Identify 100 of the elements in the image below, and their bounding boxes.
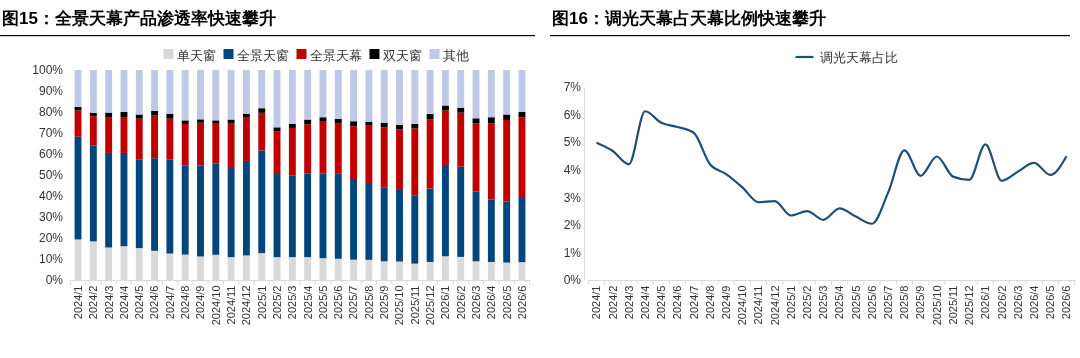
bar bbox=[258, 150, 266, 254]
bar bbox=[135, 118, 143, 160]
y-tick-label: 5% bbox=[563, 135, 582, 150]
bar bbox=[197, 165, 204, 257]
x-tick-label: 2026/3 bbox=[1011, 285, 1024, 320]
x-tick-label: 2026/6 bbox=[1060, 285, 1073, 320]
x-tick-label: 2025/1 bbox=[784, 285, 797, 320]
bar bbox=[319, 117, 327, 122]
x-tick-label: 2025/4 bbox=[301, 285, 314, 320]
bar bbox=[105, 152, 113, 248]
y-tick-label: 100% bbox=[32, 63, 64, 78]
bar bbox=[89, 112, 97, 117]
bar bbox=[304, 173, 312, 258]
bar bbox=[227, 70, 235, 120]
legend-label: 全景天幕 bbox=[309, 48, 362, 63]
bar bbox=[487, 199, 495, 262]
x-tick-label: 2024/10 bbox=[209, 285, 222, 326]
x-tick-label: 2024/6 bbox=[148, 285, 161, 320]
y-tick-label: 70% bbox=[38, 126, 64, 141]
bar bbox=[212, 70, 220, 121]
x-tick-label: 2024/10 bbox=[736, 285, 749, 326]
bar bbox=[350, 126, 358, 179]
bar bbox=[242, 113, 250, 118]
bar bbox=[487, 123, 495, 200]
bar bbox=[380, 122, 388, 128]
x-tick-label: 2026/6 bbox=[515, 285, 528, 320]
x-tick-label: 2024/4 bbox=[638, 285, 651, 320]
bar bbox=[151, 158, 159, 251]
x-tick-label: 2025/5 bbox=[316, 285, 329, 320]
x-tick-label: 2025/9 bbox=[378, 285, 391, 320]
y-tick-label: 7% bbox=[563, 80, 582, 95]
x-tick-label: 2025/3 bbox=[286, 285, 299, 320]
bar bbox=[350, 70, 358, 122]
bar bbox=[380, 187, 388, 262]
y-tick-label: 3% bbox=[563, 190, 582, 205]
bar bbox=[181, 123, 189, 166]
bar bbox=[242, 70, 250, 114]
x-tick-label: 2024/8 bbox=[703, 285, 716, 320]
bar bbox=[242, 160, 250, 256]
bar bbox=[350, 178, 358, 260]
bar bbox=[426, 119, 434, 189]
bar bbox=[181, 70, 189, 121]
bar bbox=[396, 70, 403, 126]
x-tick-label: 2025/12 bbox=[423, 285, 436, 326]
bar bbox=[227, 167, 235, 258]
x-tick-label: 2025/11 bbox=[408, 285, 421, 325]
bar bbox=[258, 112, 266, 151]
x-tick-label: 2024/7 bbox=[687, 285, 700, 320]
x-tick-label: 2024/5 bbox=[655, 285, 668, 320]
x-tick-label: 2026/4 bbox=[485, 285, 498, 320]
bar bbox=[365, 125, 373, 183]
bar bbox=[457, 108, 465, 113]
x-tick-label: 2025/1 bbox=[255, 285, 268, 320]
bar bbox=[181, 120, 189, 124]
bar bbox=[304, 70, 312, 120]
bar bbox=[457, 70, 465, 109]
x-tick-label: 2024/2 bbox=[606, 285, 619, 320]
bar bbox=[441, 105, 449, 111]
bar bbox=[288, 123, 296, 128]
x-tick-label: 2024/9 bbox=[720, 285, 733, 320]
y-tick-label: 40% bbox=[38, 189, 64, 204]
bar bbox=[396, 129, 403, 190]
bar bbox=[227, 122, 235, 168]
bar bbox=[288, 70, 296, 124]
legend-label: 调光天幕占比 bbox=[819, 50, 898, 65]
y-tick-label: 1% bbox=[563, 245, 582, 260]
y-tick-label: 20% bbox=[38, 231, 64, 246]
bar bbox=[135, 70, 143, 115]
legend-label: 其他 bbox=[442, 48, 469, 63]
bar bbox=[365, 121, 373, 126]
x-tick-label: 2024/6 bbox=[671, 285, 684, 320]
x-tick-label: 2026/1 bbox=[979, 285, 992, 320]
bar bbox=[166, 70, 174, 114]
x-tick-label: 2024/5 bbox=[133, 285, 146, 320]
x-tick-label: 2024/1 bbox=[590, 285, 603, 320]
bar bbox=[350, 121, 358, 127]
bar bbox=[181, 165, 189, 255]
chart-title: 图16：调光天幕占天幕比例快速攀升 bbox=[552, 9, 826, 28]
x-tick-label: 2026/1 bbox=[439, 285, 452, 320]
x-tick-label: 2026/3 bbox=[469, 285, 482, 320]
x-tick-label: 2025/7 bbox=[882, 285, 895, 320]
bar bbox=[411, 70, 419, 124]
bar bbox=[74, 106, 82, 111]
bar bbox=[334, 122, 342, 174]
y-tick-label: 50% bbox=[38, 168, 64, 183]
bar bbox=[503, 70, 511, 115]
bar bbox=[457, 112, 465, 167]
bar bbox=[166, 113, 174, 119]
y-tick-label: 6% bbox=[563, 107, 582, 122]
bar bbox=[89, 70, 97, 113]
x-tick-label: 2025/10 bbox=[393, 285, 406, 326]
bar bbox=[89, 116, 97, 146]
bar bbox=[487, 117, 495, 124]
x-tick-label: 2024/11 bbox=[224, 285, 237, 325]
y-tick-label: 0% bbox=[563, 273, 582, 288]
y-tick-label: 10% bbox=[38, 252, 64, 267]
y-tick-label: 0% bbox=[45, 273, 64, 288]
x-tick-label: 2024/2 bbox=[87, 285, 100, 320]
x-tick-label: 2024/12 bbox=[240, 285, 253, 326]
bar bbox=[426, 113, 434, 120]
